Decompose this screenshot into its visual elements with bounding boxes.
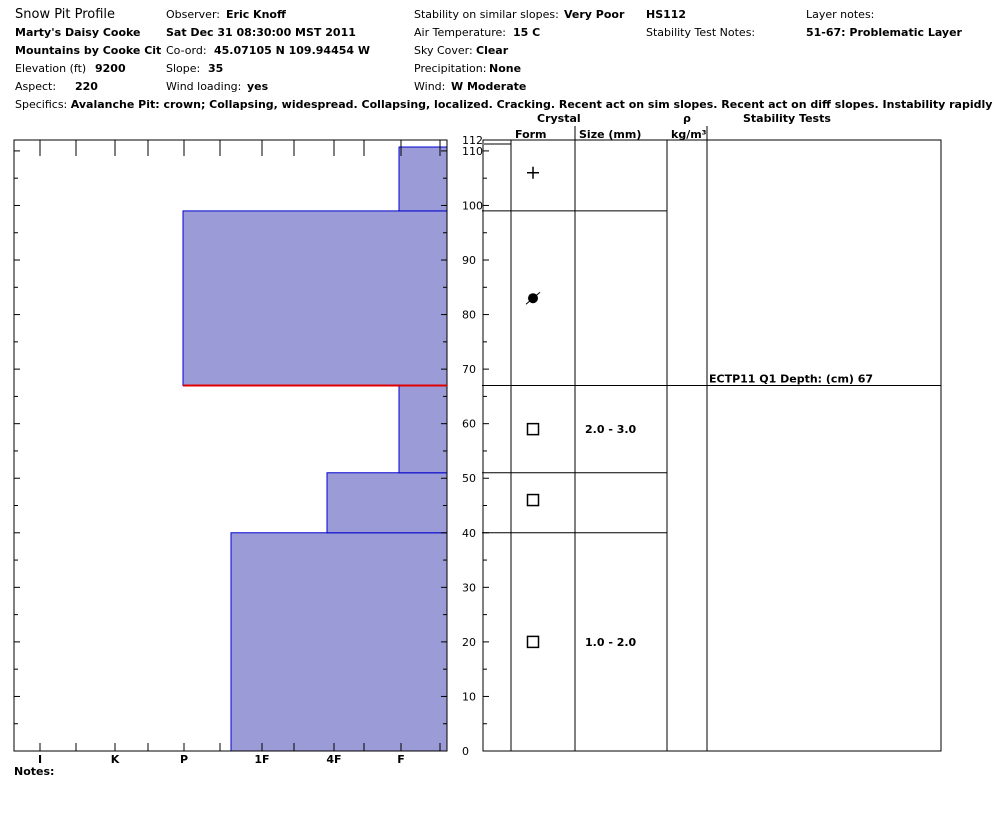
hardness-bar-1	[326, 472, 448, 534]
depth-label-50: 50	[462, 472, 476, 485]
depth-label-112: 112	[462, 134, 483, 147]
hardness-label-4F: 4F	[326, 753, 341, 766]
observer-label: Observer:	[166, 8, 220, 21]
stability-tests-header: Stability Tests	[743, 112, 831, 125]
hardness-label-P: P	[180, 753, 188, 766]
hardness-bars	[182, 146, 448, 752]
hardness-label-1F: 1F	[254, 753, 269, 766]
location-name: Marty's Daisy Cooke	[15, 26, 141, 39]
size-header: Size (mm)	[579, 128, 642, 141]
elevation-label: Elevation (ft)	[15, 62, 87, 75]
depth-label-80: 80	[462, 309, 476, 322]
elevation-value: 9200	[95, 62, 126, 75]
hardness-label-K: K	[111, 753, 120, 766]
specifics-row: Specifics: Avalanche Pit: crown; Collaps…	[15, 98, 994, 111]
crystal-square-icon	[526, 422, 540, 436]
precip-label: Precipitation:	[414, 62, 487, 75]
slope-value: 35	[208, 62, 224, 75]
specifics-label: Specifics:	[15, 98, 68, 111]
crystal-square-icon	[526, 635, 540, 649]
air-temp-label: Air Temperature:	[414, 26, 506, 39]
hardness-bar-0	[230, 532, 448, 752]
hardness-bar-4	[398, 146, 448, 212]
aspect-value: 220	[75, 80, 98, 93]
sky-label: Sky Cover:	[414, 44, 473, 57]
depth-label-20: 20	[462, 636, 476, 649]
page-title: Snow Pit Profile	[15, 7, 116, 22]
density-unit-header: kg/m³	[671, 128, 707, 141]
wind-loading-label: Wind loading:	[166, 80, 242, 93]
depth-label-110: 110	[462, 145, 483, 158]
layer-notes-value: 51-67: Problematic Layer	[806, 26, 962, 39]
depth-label-90: 90	[462, 254, 476, 267]
crystal-square-icon	[526, 493, 540, 507]
data-table-frame	[482, 139, 942, 752]
wind-value: W Moderate	[451, 80, 527, 93]
date-value: Sat Dec 31 08:30:00 MST 2011	[166, 26, 356, 39]
crystal-rimed-icon	[525, 291, 541, 305]
crystal-size-2: 2.0 - 3.0	[585, 423, 637, 436]
sky-value: Clear	[476, 44, 509, 57]
crystal-header: Crystal	[537, 112, 581, 125]
hardness-plot-frame	[13, 139, 448, 752]
form-header: Form	[515, 128, 547, 141]
depth-label-100: 100	[462, 199, 483, 212]
hs-value: HS112	[646, 8, 687, 21]
rimed-slash	[525, 291, 541, 305]
depth-label-30: 30	[462, 581, 476, 594]
chart-ticks	[14, 140, 489, 751]
layer-notes-label: Layer notes:	[806, 8, 875, 21]
observer-value: Eric Knoff	[226, 8, 286, 21]
aspect-label: Aspect:	[15, 80, 57, 93]
depth-label-10: 10	[462, 690, 476, 703]
notes-label: Notes:	[14, 765, 55, 778]
wind-label: Wind:	[414, 80, 446, 93]
depth-label-70: 70	[462, 363, 476, 376]
stability-notes-label: Stability Test Notes:	[646, 26, 756, 39]
square-shape	[526, 493, 540, 507]
stability-label: Stability on similar slopes:	[414, 8, 559, 21]
coord-label: Co-ord:	[166, 44, 207, 57]
precip-value: None	[489, 62, 522, 75]
stability-value: Very Poor	[564, 8, 625, 21]
hardness-label-I: I	[38, 753, 42, 766]
depth-label-40: 40	[462, 527, 476, 540]
crystal-size-4: 1.0 - 2.0	[585, 636, 637, 649]
square-shape	[526, 635, 540, 649]
crystal-plus-icon	[527, 166, 539, 179]
slope-label: Slope:	[166, 62, 201, 75]
coord-value: 45.07105 N 109.94454 W	[214, 44, 370, 57]
rho-header: ρ	[683, 112, 691, 125]
hardness-bar-2	[398, 384, 448, 474]
range-name: Mountains by Cooke Cit	[15, 44, 162, 57]
square-shape	[526, 422, 540, 436]
hardness-bar-3	[182, 210, 448, 386]
wind-loading-value: yes	[247, 80, 269, 93]
chart-frames	[13, 126, 942, 752]
depth-label-60: 60	[462, 418, 476, 431]
depth-label-0: 0	[462, 745, 469, 758]
stability-test-label-0: ECTP11 Q1 Depth: (cm) 67	[709, 372, 873, 385]
specifics-value: Avalanche Pit: crown; Collapsing, widesp…	[70, 98, 994, 111]
chart-lines	[183, 143, 941, 534]
crystal-symbols	[525, 166, 541, 649]
air-temp-value: 15 C	[513, 26, 541, 39]
hardness-label-F: F	[397, 753, 405, 766]
